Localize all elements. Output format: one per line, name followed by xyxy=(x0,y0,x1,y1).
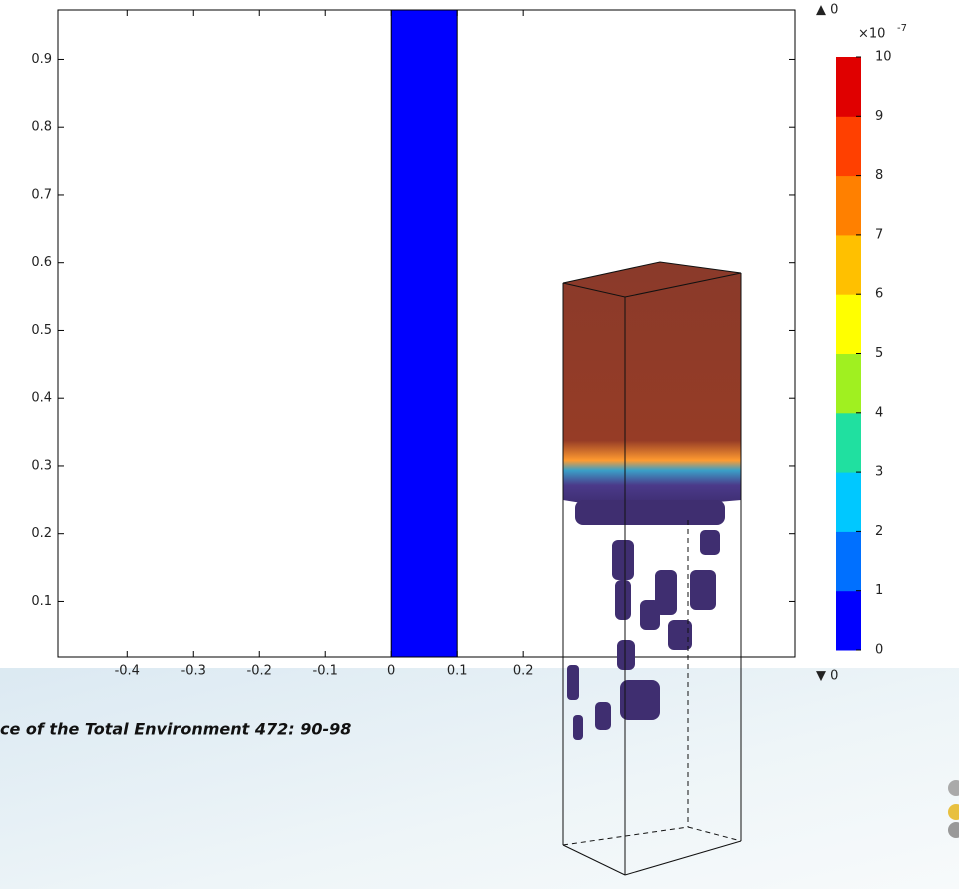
region xyxy=(391,10,457,657)
colorbar-tick-label: 0 xyxy=(875,643,883,658)
decor-icon xyxy=(948,780,959,838)
colorbar-band xyxy=(836,354,861,414)
y-tick-label: 0.8 xyxy=(31,120,52,135)
max-label: ▲ 0 xyxy=(816,3,838,18)
y-tick-label: 0.1 xyxy=(31,594,52,609)
x-tick-label: -0.4 xyxy=(115,664,140,679)
saturated-zone xyxy=(563,262,741,510)
y-tick-label: 0.7 xyxy=(31,187,52,202)
colorbar-tick-label: 10 xyxy=(875,50,892,65)
x-tick-label: -0.3 xyxy=(181,664,206,679)
colorbar-band xyxy=(836,591,861,651)
colorbar-band xyxy=(836,176,861,236)
min-label: ▼ 0 xyxy=(816,669,838,684)
y-tick-label: 0.5 xyxy=(31,323,52,338)
x-tick-label: 0 xyxy=(387,664,395,679)
colorbar-band xyxy=(836,116,861,176)
colorbar-tick-label: 9 xyxy=(875,109,883,124)
plot-background xyxy=(0,0,959,668)
colorbar-tick-label: 5 xyxy=(875,346,883,361)
y-tick-label: 0.4 xyxy=(31,391,52,406)
colorbar-exponent: -7 xyxy=(897,23,907,34)
colorbar-multiplier: ×10 xyxy=(858,27,885,42)
colorbar-tick-label: 2 xyxy=(875,524,883,539)
colorbar-tick-label: 4 xyxy=(875,405,883,420)
colorbar-band xyxy=(836,472,861,532)
x-tick-label: 0.2 xyxy=(513,664,534,679)
screen: ce of the Total Environment 472: 90-98 -… xyxy=(0,0,959,889)
colorbar-tick-label: 8 xyxy=(875,168,883,183)
y-tick-label: 0.3 xyxy=(31,458,52,473)
y-tick-label: 0.9 xyxy=(31,52,52,67)
colorbar-band xyxy=(836,57,861,117)
colorbar-band xyxy=(836,531,861,591)
colorbar-tick-label: 3 xyxy=(875,465,883,480)
y-tick-label: 0.2 xyxy=(31,526,52,541)
y-tick-label: 0.6 xyxy=(31,255,52,270)
colorbar-tick-label: 1 xyxy=(875,583,883,598)
x-tick-label: 0.1 xyxy=(447,664,468,679)
colorbar-tick-label: 6 xyxy=(875,287,883,302)
colorbar-band xyxy=(836,413,861,473)
x-tick-label: -0.2 xyxy=(247,664,272,679)
slide-background xyxy=(0,660,959,889)
citation: ce of the Total Environment 472: 90-98 xyxy=(0,720,351,739)
x-tick-label: -0.1 xyxy=(313,664,338,679)
colorbar-tick-label: 7 xyxy=(875,227,883,242)
colorbar-band xyxy=(836,235,861,295)
colorbar-band xyxy=(836,294,861,354)
